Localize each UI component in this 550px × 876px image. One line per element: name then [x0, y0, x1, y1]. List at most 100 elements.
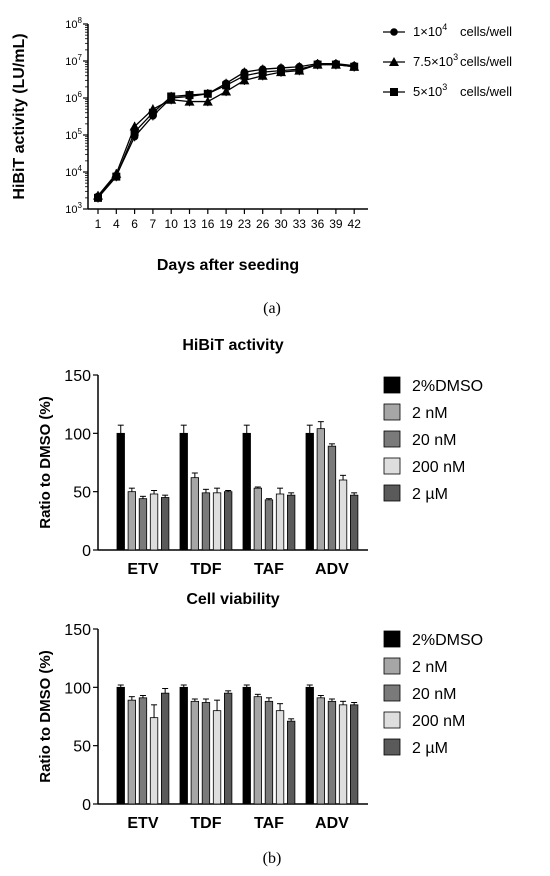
legend-label: 2 nM [412, 405, 448, 422]
bar [212, 710, 222, 805]
bar [305, 686, 314, 805]
legend-marker [389, 57, 399, 66]
data-point [130, 128, 139, 137]
x-tick-label: 1 [95, 217, 102, 231]
legend-label: 7.5×103 cells/well [413, 52, 512, 69]
bar [138, 697, 148, 805]
x-tick-label: 7 [150, 217, 157, 231]
y-tick-label: 100 [64, 426, 91, 443]
chart-b2: Cell viability 0 50 100 150 Ratio to DMSO (%)… [37, 591, 483, 832]
legend-label: 200 nM [412, 459, 465, 476]
x-tick-label: 26 [256, 217, 270, 231]
bar [242, 432, 251, 551]
bar [253, 696, 263, 805]
legend-swatch [383, 684, 401, 702]
bar [160, 497, 170, 551]
x-tick-label: 33 [293, 217, 307, 231]
legend-swatch [383, 376, 401, 394]
data-point [258, 68, 267, 77]
bar [201, 492, 211, 551]
bar [160, 692, 170, 805]
panel-label-b: (b) [262, 850, 282, 867]
chart-title: Cell viability [186, 591, 279, 608]
bar [275, 493, 285, 551]
legend-swatch [383, 711, 401, 729]
bar [138, 498, 148, 551]
data-point [313, 60, 322, 69]
y-tick-label: 106 [65, 90, 82, 105]
y-tick-label: 100 [64, 680, 91, 697]
x-tick-label: 13 [183, 217, 197, 231]
y-tick-label: 50 [73, 739, 91, 756]
y-tick-label: 50 [73, 485, 91, 502]
bar [316, 428, 326, 551]
x-tick-label: 23 [238, 217, 252, 231]
y-tick-label: 150 [64, 622, 91, 639]
legend-swatch [383, 457, 401, 475]
bar [327, 700, 337, 805]
legend-label: 20 nM [412, 432, 456, 449]
bar [149, 493, 159, 551]
bar [316, 697, 326, 805]
bar [223, 491, 233, 551]
legend-swatch [383, 657, 401, 675]
data-point [185, 91, 194, 100]
y-tick-label: 108 [65, 16, 82, 31]
bar [286, 720, 296, 805]
bar [116, 432, 125, 551]
x-tick-label: 19 [219, 217, 233, 231]
x-tick-label: ETV [127, 815, 158, 832]
bar [212, 492, 222, 551]
chart-title: HiBiT activity [182, 337, 283, 354]
y-tick-label: 107 [65, 53, 82, 68]
data-point [277, 66, 285, 75]
series-3 [94, 60, 359, 203]
x-axis-title: Days after seeding [157, 257, 299, 274]
bar [264, 700, 274, 805]
bar [179, 686, 188, 805]
bar [190, 477, 200, 551]
legend-label: 200 nM [412, 713, 465, 730]
data-point [221, 86, 232, 96]
legend-label: 2 µM [412, 486, 448, 503]
data-point [94, 193, 102, 202]
panel-label-a: (a) [263, 300, 281, 317]
bar [253, 487, 263, 551]
bar [349, 704, 359, 805]
x-tick-label: 36 [311, 217, 325, 231]
y-tick-label: 0 [82, 543, 91, 560]
bar [201, 702, 211, 805]
bar [338, 479, 348, 551]
x-tick-label: 39 [329, 217, 343, 231]
bar [327, 445, 337, 551]
legend-swatch [383, 630, 401, 648]
y-axis-title: Ratio to DMSO (%) [37, 396, 54, 529]
data-point [240, 71, 249, 80]
x-tick-label: 42 [348, 217, 362, 231]
x-tick-label: ADV [315, 561, 349, 578]
x-tick-label: 30 [274, 217, 288, 231]
y-tick-label: 105 [65, 127, 82, 142]
chart-b1: HiBiT activity 0 50 100 150 Ratio to DMSO (%)… [37, 337, 483, 578]
x-tick-label: 6 [131, 217, 138, 231]
y-tick-label: 0 [82, 797, 91, 814]
bar [264, 499, 274, 551]
y-tick-label: 103 [65, 201, 82, 216]
bar [223, 692, 233, 805]
x-tick-label: TDF [190, 815, 221, 832]
chart-a: 103 104 105 106 107 108 1 4 6 7 10 13 16 19 23 26 30 33 36… [11, 16, 512, 274]
x-tick-label: TAF [254, 815, 284, 832]
legend-swatch [383, 430, 401, 448]
bar [116, 686, 125, 805]
data-point [295, 65, 304, 74]
x-tick-label: TDF [190, 561, 221, 578]
data-point [350, 62, 359, 71]
y-axis-title: Ratio to DMSO (%) [37, 650, 54, 783]
data-point [148, 108, 157, 117]
bar [179, 432, 188, 551]
legend-marker [390, 88, 398, 96]
data-point [167, 92, 176, 101]
x-tick-label: 4 [113, 217, 120, 231]
x-tick-label: 16 [201, 217, 215, 231]
